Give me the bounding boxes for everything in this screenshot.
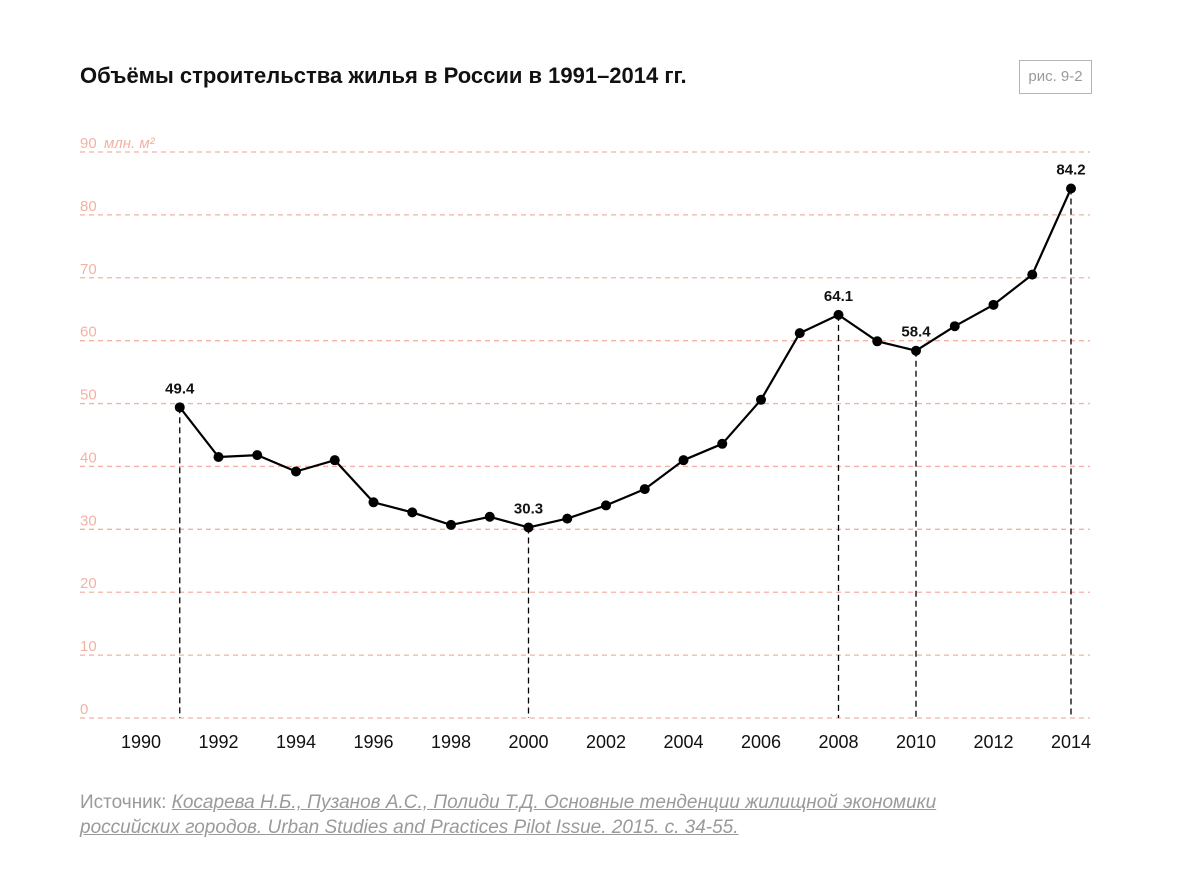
x-tick-label: 2004 [663, 732, 703, 752]
data-label: 30.3 [514, 500, 543, 517]
source-note: Источник: Косарева Н.Б., Пузанов А.С., П… [80, 790, 1040, 840]
y-tick-label: 90 [80, 135, 97, 152]
x-tick-label: 2014 [1051, 732, 1091, 752]
data-point [717, 438, 728, 449]
data-point [562, 513, 573, 524]
data-point [988, 299, 999, 310]
y-tick-label: 70 [80, 261, 97, 278]
y-tick-label: 40 [80, 449, 97, 466]
x-tick-label: 2008 [818, 732, 858, 752]
data-point [911, 345, 921, 356]
data-label: 84.2 [1056, 161, 1085, 178]
y-tick-label: 30 [80, 512, 97, 529]
data-point [446, 519, 456, 530]
data-point [329, 455, 340, 466]
data-point [484, 511, 495, 522]
data-point [639, 484, 650, 495]
data-point [756, 394, 766, 405]
source-label: Источник: [80, 792, 167, 813]
y-axis-unit: млн. м² [104, 135, 156, 152]
x-tick-label: 2006 [741, 732, 781, 752]
data-label: 49.4 [165, 380, 195, 397]
data-point [601, 500, 611, 511]
x-tick-label: 1996 [353, 732, 393, 752]
source-reference-link[interactable]: Косарева Н.Б., Пузанов А.С., Полиди Т.Д.… [80, 792, 937, 838]
x-tick-label: 2002 [586, 732, 626, 752]
series-line [178, 188, 1073, 529]
data-point [291, 466, 301, 477]
data-point [872, 336, 883, 347]
y-tick-label: 80 [80, 198, 97, 215]
data-point [523, 522, 534, 533]
x-tick-label: 2000 [508, 732, 548, 752]
chart-title: Объёмы строительства жилья в России в 19… [80, 63, 687, 88]
x-tick-label: 1998 [431, 732, 471, 752]
x-tick-label: 1990 [121, 732, 161, 752]
x-tick-label: 1994 [276, 732, 316, 752]
data-point [252, 450, 263, 461]
x-tick-label: 1992 [198, 732, 238, 752]
data-point [833, 309, 844, 320]
y-tick-label: 60 [80, 324, 97, 341]
x-tick-label: 2010 [896, 732, 936, 752]
y-tick-label: 0 [80, 701, 88, 718]
data-point [949, 321, 960, 332]
data-label: 58.4 [901, 324, 931, 341]
data-point [368, 497, 379, 508]
data-point [794, 328, 805, 339]
data-point [678, 455, 689, 466]
data-label: 64.1 [824, 288, 853, 305]
figure-label: рис. 9-2 [1019, 60, 1092, 94]
data-point [1027, 269, 1038, 280]
y-tick-label: 20 [80, 575, 97, 592]
data-point [213, 452, 224, 463]
data-point [174, 402, 185, 413]
x-tick-label: 2012 [973, 732, 1013, 752]
data-point [1066, 183, 1076, 194]
y-tick-label: 50 [80, 387, 97, 404]
data-point [407, 507, 418, 518]
y-tick-label: 10 [80, 638, 97, 655]
